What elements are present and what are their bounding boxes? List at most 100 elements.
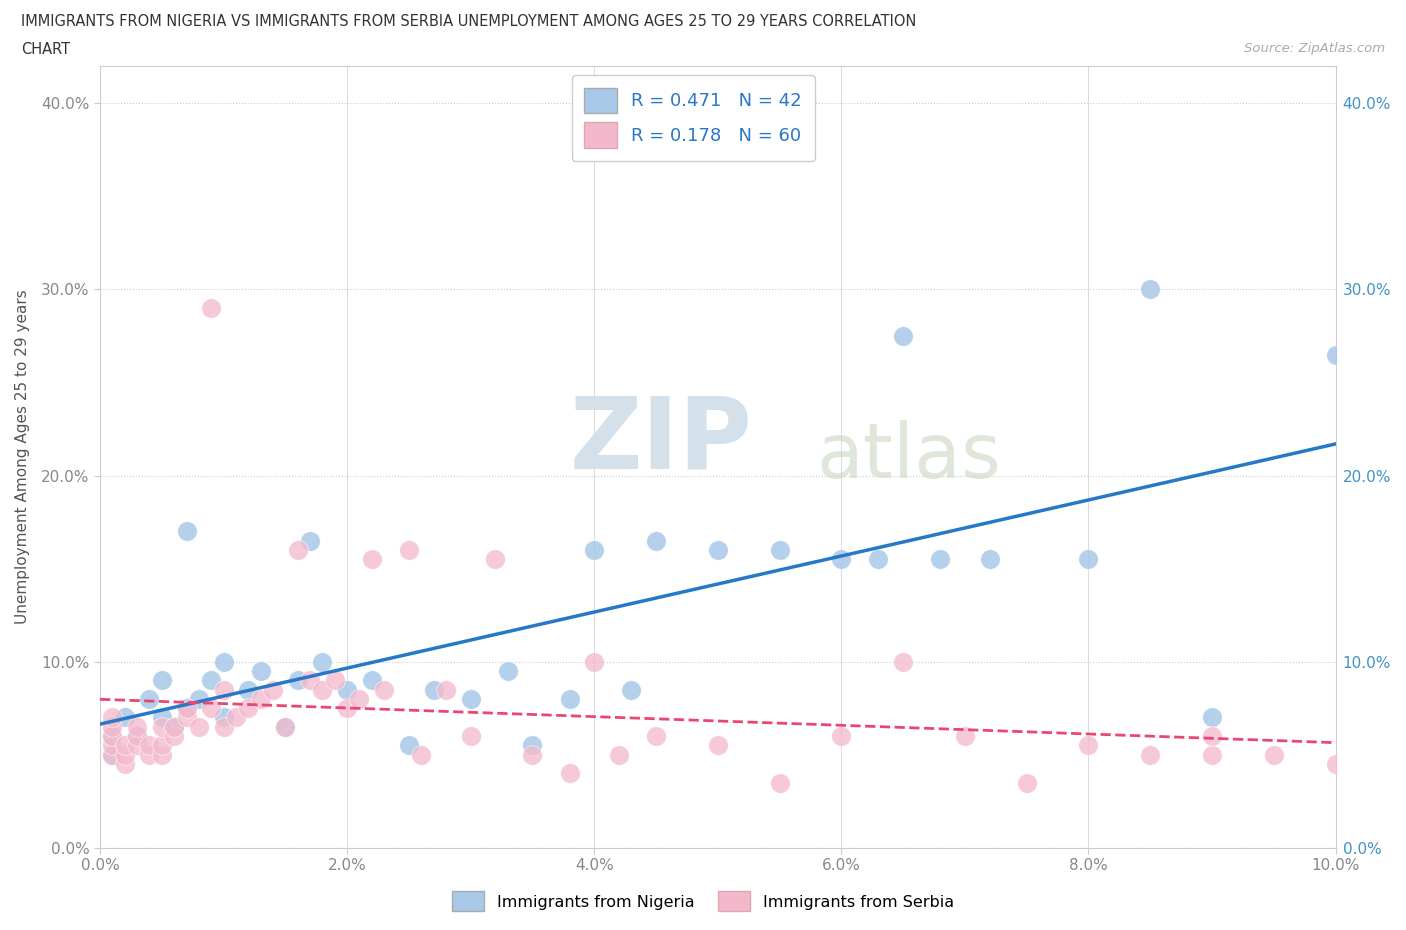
- Point: [979, 551, 1001, 566]
- Point: [200, 300, 222, 315]
- Point: [274, 719, 297, 734]
- Point: [891, 328, 914, 343]
- Point: [460, 691, 482, 706]
- Point: [127, 719, 149, 734]
- Point: [163, 719, 186, 734]
- Text: CHART: CHART: [21, 42, 70, 57]
- Point: [150, 737, 173, 752]
- Point: [212, 719, 235, 734]
- Point: [496, 663, 519, 678]
- Point: [200, 672, 222, 687]
- Point: [101, 747, 124, 762]
- Point: [101, 719, 124, 734]
- Point: [114, 756, 136, 771]
- Point: [200, 700, 222, 715]
- Point: [891, 654, 914, 669]
- Point: [373, 682, 395, 697]
- Point: [360, 672, 382, 687]
- Point: [150, 719, 173, 734]
- Point: [114, 710, 136, 724]
- Point: [187, 691, 209, 706]
- Point: [336, 700, 359, 715]
- Point: [212, 654, 235, 669]
- Point: [127, 737, 149, 752]
- Point: [953, 728, 976, 743]
- Legend: R = 0.471   N = 42, R = 0.178   N = 60: R = 0.471 N = 42, R = 0.178 N = 60: [572, 75, 814, 161]
- Point: [558, 766, 581, 781]
- Point: [1263, 747, 1285, 762]
- Point: [101, 737, 124, 752]
- Point: [212, 710, 235, 724]
- Point: [1324, 756, 1347, 771]
- Point: [101, 747, 124, 762]
- Point: [114, 747, 136, 762]
- Point: [607, 747, 630, 762]
- Point: [398, 737, 420, 752]
- Point: [929, 551, 952, 566]
- Point: [150, 747, 173, 762]
- Point: [422, 682, 444, 697]
- Text: ZIP: ZIP: [569, 392, 752, 490]
- Point: [249, 663, 271, 678]
- Point: [127, 728, 149, 743]
- Point: [558, 691, 581, 706]
- Point: [138, 737, 160, 752]
- Point: [274, 719, 297, 734]
- Point: [349, 691, 371, 706]
- Point: [176, 700, 198, 715]
- Point: [522, 747, 544, 762]
- Point: [484, 551, 506, 566]
- Point: [830, 728, 852, 743]
- Point: [311, 654, 333, 669]
- Point: [868, 551, 890, 566]
- Point: [238, 700, 260, 715]
- Point: [225, 710, 247, 724]
- Point: [114, 737, 136, 752]
- Point: [176, 710, 198, 724]
- Point: [287, 542, 309, 557]
- Point: [150, 672, 173, 687]
- Point: [768, 776, 790, 790]
- Y-axis label: Unemployment Among Ages 25 to 29 years: Unemployment Among Ages 25 to 29 years: [15, 289, 30, 624]
- Point: [434, 682, 457, 697]
- Point: [138, 747, 160, 762]
- Point: [176, 700, 198, 715]
- Point: [101, 710, 124, 724]
- Point: [1201, 747, 1223, 762]
- Point: [249, 691, 271, 706]
- Point: [360, 551, 382, 566]
- Legend: Immigrants from Nigeria, Immigrants from Serbia: Immigrants from Nigeria, Immigrants from…: [446, 885, 960, 917]
- Point: [287, 672, 309, 687]
- Point: [522, 737, 544, 752]
- Text: atlas: atlas: [817, 420, 1001, 494]
- Point: [1139, 282, 1161, 297]
- Text: Source: ZipAtlas.com: Source: ZipAtlas.com: [1244, 42, 1385, 55]
- Point: [707, 542, 730, 557]
- Point: [1139, 747, 1161, 762]
- Point: [101, 728, 124, 743]
- Point: [645, 533, 668, 548]
- Text: IMMIGRANTS FROM NIGERIA VS IMMIGRANTS FROM SERBIA UNEMPLOYMENT AMONG AGES 25 TO : IMMIGRANTS FROM NIGERIA VS IMMIGRANTS FR…: [21, 14, 917, 29]
- Point: [262, 682, 284, 697]
- Point: [150, 710, 173, 724]
- Point: [176, 524, 198, 538]
- Point: [311, 682, 333, 697]
- Point: [1015, 776, 1038, 790]
- Point: [1077, 551, 1099, 566]
- Point: [830, 551, 852, 566]
- Point: [583, 542, 606, 557]
- Point: [1201, 728, 1223, 743]
- Point: [336, 682, 359, 697]
- Point: [138, 691, 160, 706]
- Point: [127, 728, 149, 743]
- Point: [323, 672, 346, 687]
- Point: [299, 533, 322, 548]
- Point: [1077, 737, 1099, 752]
- Point: [645, 728, 668, 743]
- Point: [411, 747, 433, 762]
- Point: [460, 728, 482, 743]
- Point: [1201, 710, 1223, 724]
- Point: [768, 542, 790, 557]
- Point: [299, 672, 322, 687]
- Point: [163, 728, 186, 743]
